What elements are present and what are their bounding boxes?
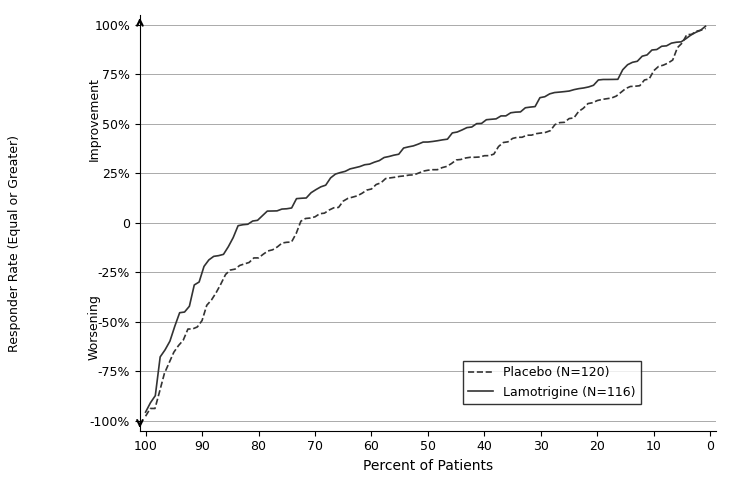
Text: Responder Rate (Equal or Greater): Responder Rate (Equal or Greater) [8,136,21,352]
X-axis label: Percent of Patients: Percent of Patients [363,459,493,473]
Lamotrigine (N=116) [657,43,666,49]
Placebo (N=120) [701,25,710,31]
Placebo (N=120) [583,101,592,106]
Placebo (N=120) [259,251,268,257]
Lamotrigine (N=116) [516,109,525,115]
Legend: Placebo (N=120), Lamotrigine (N=116): Placebo (N=120), Lamotrigine (N=116) [463,362,640,404]
Placebo (N=120) [527,132,536,138]
Text: Worsening: Worsening [87,294,100,360]
Placebo (N=120) [683,32,692,38]
Placebo (N=120) [292,230,300,236]
Placebo (N=120) [141,413,150,419]
Text: Improvement: Improvement [87,77,100,161]
Lamotrigine (N=116) [331,171,340,177]
Placebo (N=120) [452,157,461,163]
Lamotrigine (N=116) [141,409,150,415]
Line: Placebo (N=120): Placebo (N=120) [145,28,705,416]
Line: Lamotrigine (N=116): Lamotrigine (N=116) [145,26,705,412]
Lamotrigine (N=116) [609,77,618,82]
Lamotrigine (N=116) [482,117,491,122]
Lamotrigine (N=116) [594,77,603,83]
Lamotrigine (N=116) [701,23,710,29]
